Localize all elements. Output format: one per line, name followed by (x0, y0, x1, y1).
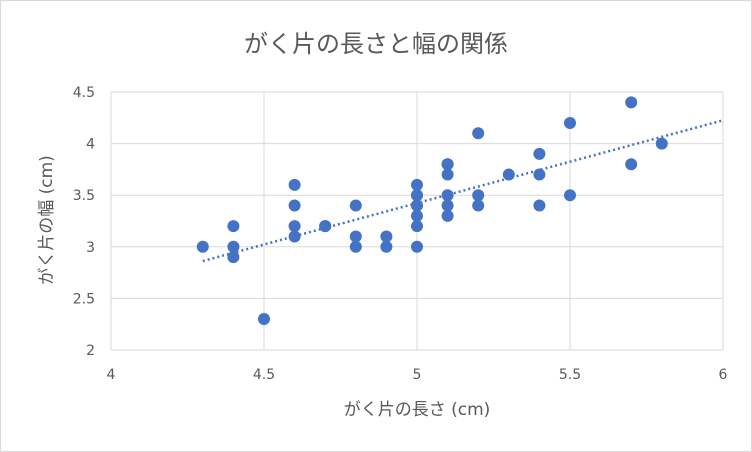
y-tick-label: 3 (86, 240, 95, 256)
data-point (441, 158, 454, 171)
data-point (472, 199, 485, 212)
data-point (349, 230, 362, 243)
data-point (319, 220, 332, 233)
data-point (258, 313, 270, 326)
x-axis-title: がく片の長さ (cm) (344, 400, 491, 420)
y-tick-label: 4.5 (73, 85, 95, 101)
y-tick-label: 2 (86, 343, 95, 359)
data-point (411, 199, 423, 212)
data-points (196, 96, 668, 326)
data-point (227, 240, 240, 253)
y-tick-label: 3.5 (73, 188, 95, 204)
data-point (411, 209, 423, 222)
data-point (564, 116, 576, 129)
data-point (380, 240, 393, 253)
data-point (472, 189, 485, 202)
data-point (655, 137, 668, 150)
data-point (625, 96, 638, 109)
data-point (533, 199, 546, 212)
data-point (411, 220, 423, 233)
x-tick-label: 5.5 (559, 367, 581, 383)
data-point (564, 189, 576, 202)
tick-labels: 2 2.5 3 3.5 4 4.5 4 4.5 5 5.5 6 (73, 85, 728, 383)
y-tick-label: 4 (86, 137, 95, 153)
data-point (288, 230, 301, 243)
data-point (441, 199, 454, 212)
data-point (288, 199, 301, 212)
data-point (380, 230, 393, 243)
data-point (441, 168, 454, 181)
data-point (411, 189, 423, 202)
data-point (349, 240, 362, 253)
trendline (202, 119, 724, 263)
data-point (227, 220, 240, 233)
data-point (411, 178, 423, 191)
x-tick-label: 4 (107, 367, 116, 383)
gridlines (110, 91, 724, 351)
data-point (227, 251, 240, 264)
data-point (288, 178, 301, 191)
chart-title: がく片の長さと幅の関係 (244, 30, 508, 58)
x-tick-label: 6 (719, 367, 728, 383)
data-point (411, 240, 423, 253)
x-tick-label: 5 (413, 367, 422, 383)
data-point (196, 240, 209, 253)
x-tick-label: 4.5 (253, 367, 275, 383)
data-point (441, 189, 454, 202)
data-point (533, 168, 546, 181)
data-point (441, 209, 454, 222)
data-point (288, 220, 301, 233)
data-point (472, 127, 485, 140)
y-tick-label: 2.5 (73, 291, 95, 307)
data-point (502, 168, 515, 181)
data-point (349, 199, 362, 212)
data-point (533, 147, 546, 160)
y-axis-title: がく片の幅 (cm) (37, 155, 57, 285)
data-point (625, 158, 638, 171)
